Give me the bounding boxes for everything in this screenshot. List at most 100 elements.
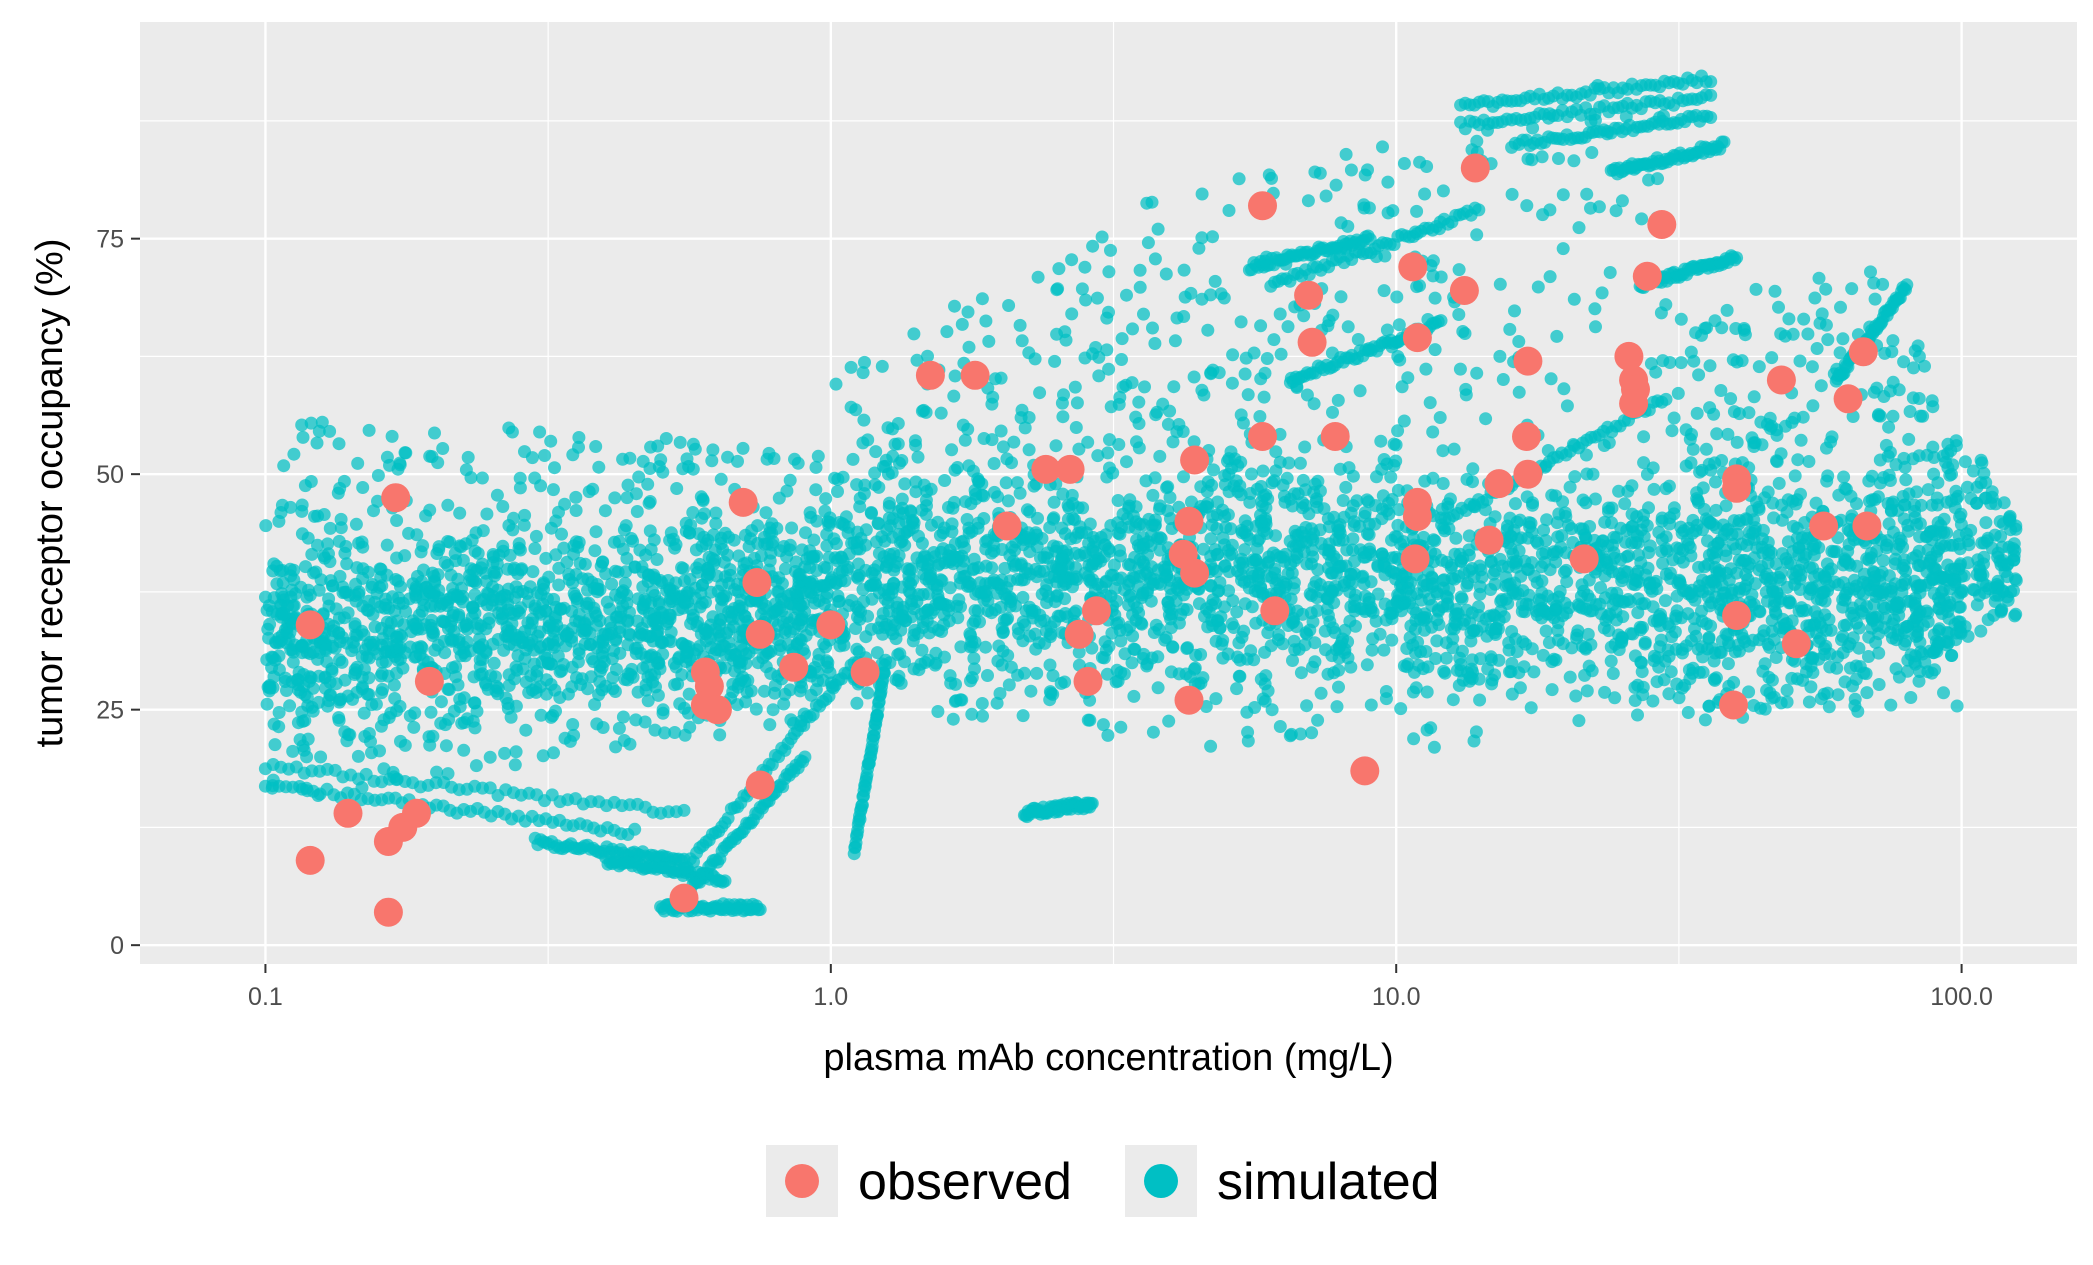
- simulated-point: [291, 716, 305, 730]
- simulated-point: [1274, 347, 1288, 361]
- simulated-point: [356, 680, 369, 694]
- simulated-point: [1391, 518, 1405, 532]
- simulated-point: [260, 697, 274, 711]
- simulated-point: [1254, 319, 1268, 333]
- simulated-point: [286, 655, 300, 669]
- simulated-point: [902, 584, 916, 598]
- simulated-point: [1351, 333, 1365, 346]
- simulated-point: [439, 739, 453, 753]
- simulated-point: [929, 646, 943, 660]
- simulated-point: [1945, 649, 1958, 662]
- simulated-point: [534, 607, 548, 621]
- simulated-point: [362, 423, 376, 437]
- simulated-point: [374, 719, 388, 733]
- simulated-point: [920, 485, 934, 498]
- simulated-point: [1401, 371, 1415, 385]
- simulated-point: [1479, 412, 1493, 426]
- simulated-point: [731, 454, 744, 468]
- simulated-point: [1510, 515, 1524, 529]
- simulated-point: [1226, 348, 1240, 362]
- simulated-point: [1187, 435, 1201, 449]
- simulated-point: [390, 551, 404, 565]
- simulated-point: [910, 353, 924, 367]
- simulated-point: [518, 508, 532, 522]
- simulated-point: [1493, 349, 1507, 363]
- simulated-point: [1397, 157, 1411, 170]
- simulated-point: [1637, 456, 1651, 470]
- simulated-point: [607, 535, 621, 549]
- simulated-point: [1005, 456, 1018, 470]
- simulated-point: [579, 623, 593, 637]
- simulated-point: [1708, 673, 1722, 687]
- simulated-point: [749, 702, 763, 716]
- simulated-point: [945, 443, 959, 457]
- simulated-point: [739, 647, 753, 661]
- simulated-point: [523, 580, 537, 594]
- simulated-point: [1423, 396, 1437, 410]
- simulated-point: [799, 526, 812, 540]
- simulated-point: [766, 703, 780, 717]
- simulated-point: [1995, 603, 2009, 617]
- simulated-point: [1088, 553, 1102, 567]
- simulated-point: [548, 461, 561, 475]
- simulated-point: [351, 749, 365, 763]
- simulated-point: [736, 441, 750, 455]
- simulated-point: [791, 456, 805, 470]
- simulated-point: [1708, 314, 1722, 328]
- simulated-point: [1050, 327, 1064, 341]
- simulated-point: [964, 674, 977, 688]
- simulated-point: [722, 605, 736, 619]
- simulated-point: [1057, 388, 1070, 402]
- simulated-point: [1195, 292, 1209, 306]
- simulated-point: [1878, 346, 1892, 360]
- simulated-point: [1881, 449, 1895, 463]
- simulated-point: [679, 650, 693, 664]
- simulated-point: [1081, 713, 1095, 727]
- simulated-point: [575, 672, 589, 686]
- simulated-point: [1473, 693, 1487, 707]
- simulated-point: [1252, 532, 1266, 546]
- simulated-point: [476, 524, 490, 538]
- simulated-point: [613, 646, 627, 660]
- simulated-point: [314, 750, 328, 764]
- simulated-point: [1153, 449, 1167, 463]
- simulated-point: [656, 703, 670, 717]
- simulated-point: [1767, 690, 1781, 704]
- simulated-point: [1104, 243, 1117, 257]
- simulated-point: [1069, 570, 1083, 584]
- simulated-point: [1580, 187, 1594, 201]
- simulated-point: [1909, 602, 1923, 616]
- simulated-point: [1141, 583, 1155, 597]
- simulated-point: [1323, 544, 1337, 558]
- simulated-point: [513, 543, 527, 557]
- simulated-point: [446, 609, 460, 623]
- simulated-point: [1897, 498, 1911, 512]
- simulated-point: [1385, 633, 1399, 647]
- simulated-point: [1234, 408, 1248, 422]
- simulated-point: [1332, 680, 1345, 694]
- simulated-point: [693, 557, 707, 571]
- simulated-point: [1341, 320, 1355, 334]
- simulated-point: [1436, 444, 1450, 458]
- simulated-point: [763, 718, 777, 732]
- simulated-point: [995, 658, 1009, 672]
- simulated-point: [1810, 342, 1824, 355]
- simulated-point: [978, 586, 992, 600]
- simulated-point: [758, 537, 772, 551]
- simulated-point: [332, 534, 346, 548]
- simulated-point: [2004, 523, 2018, 537]
- simulated-point: [2008, 609, 2022, 623]
- simulated-point: [1836, 332, 1850, 346]
- simulated-point: [982, 334, 996, 348]
- simulated-point: [1508, 304, 1521, 318]
- simulated-point: [367, 635, 381, 649]
- simulated-point: [1206, 230, 1219, 244]
- simulated-point: [345, 644, 359, 658]
- simulated-point: [1177, 263, 1191, 277]
- simulated-point: [475, 471, 489, 485]
- simulated-point: [1370, 470, 1383, 484]
- simulated-point: [378, 645, 392, 659]
- simulated-point: [872, 480, 886, 494]
- simulated-point: [809, 483, 823, 497]
- simulated-point: [1339, 480, 1353, 494]
